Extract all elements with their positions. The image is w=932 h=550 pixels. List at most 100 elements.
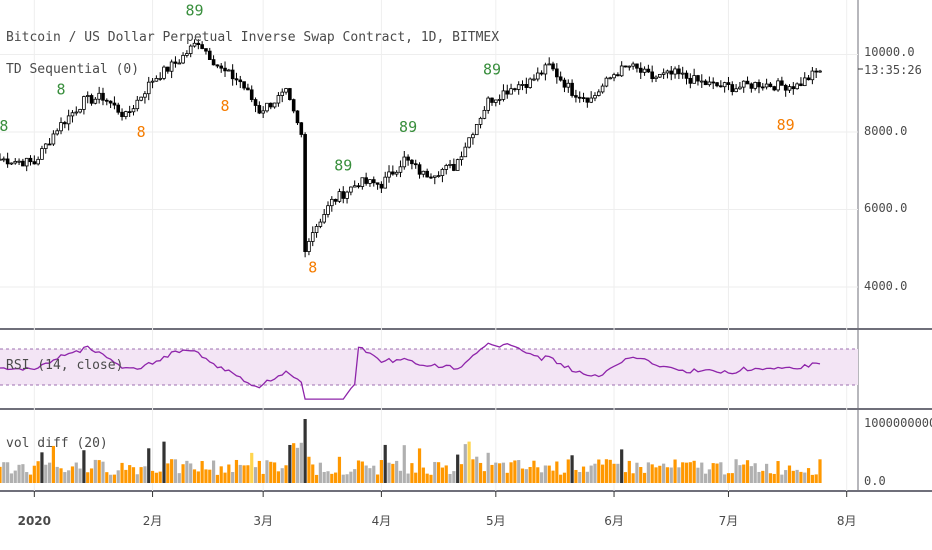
volume-bar xyxy=(36,461,40,483)
candle-body xyxy=(429,176,433,179)
candle-body xyxy=(318,221,323,227)
candle-body xyxy=(158,77,162,80)
volume-bar xyxy=(726,473,731,483)
candle-body xyxy=(59,122,63,132)
candle-body xyxy=(154,78,159,82)
candle-body xyxy=(2,158,6,161)
volume-bar xyxy=(414,472,418,483)
td-label: 89 xyxy=(777,116,795,134)
volume-bar xyxy=(356,460,361,483)
volume-bar xyxy=(128,465,132,483)
volume-bar xyxy=(444,465,448,483)
candle-body xyxy=(242,81,246,89)
rsi-band xyxy=(0,348,858,386)
volume-axis[interactable]: 10000000000.0 0.0 xyxy=(864,416,932,488)
candle-body xyxy=(112,102,117,106)
volume-bar xyxy=(154,472,158,483)
volume-bar xyxy=(810,474,814,483)
candle-body xyxy=(51,133,56,145)
candle-body xyxy=(494,99,498,103)
candle-body xyxy=(32,161,37,165)
date-axis[interactable]: 2020 2月 3月 4月 5月 6月 7月 8月 xyxy=(18,491,857,528)
vol-indicator-label[interactable]: vol diff (20) xyxy=(6,436,108,451)
volume-bar xyxy=(761,470,765,483)
volume-bar xyxy=(353,469,357,483)
candle-body xyxy=(70,112,75,117)
candle-body xyxy=(730,84,735,93)
volume-bar xyxy=(650,464,654,483)
volume-bar xyxy=(528,466,532,483)
volume-bar xyxy=(803,472,807,483)
candle-body xyxy=(352,185,357,188)
volume-bar xyxy=(795,469,799,483)
candle-body xyxy=(9,162,14,165)
candle-body xyxy=(146,81,151,95)
candle-body xyxy=(326,205,330,215)
candle-body xyxy=(135,99,140,110)
candle-body xyxy=(760,86,765,89)
candle-body xyxy=(787,86,792,91)
volume-bar xyxy=(105,472,109,483)
volume-bar xyxy=(158,471,162,483)
volume-bar xyxy=(799,471,803,483)
volume-bar xyxy=(768,473,773,483)
td-label: 8 xyxy=(0,117,8,135)
price-tick-4000: 4000.0 xyxy=(864,279,907,293)
volume-bar xyxy=(772,473,776,483)
candle-body xyxy=(192,42,197,47)
candle-body xyxy=(253,99,258,106)
rsi-indicator-label[interactable]: RSI (14, close) xyxy=(6,358,124,373)
candle-body xyxy=(654,76,658,79)
volume-bar xyxy=(539,472,544,483)
volume-bar xyxy=(681,462,685,483)
volume-bar xyxy=(55,466,59,483)
grid-lines xyxy=(0,0,858,491)
volume-bar xyxy=(391,463,395,483)
candle-body xyxy=(635,63,639,69)
td-indicator-label[interactable]: TD Sequential (0) xyxy=(6,62,140,77)
candle-body xyxy=(356,185,361,188)
candle-body xyxy=(211,59,216,66)
volume-bar xyxy=(372,465,376,483)
volume-bar xyxy=(555,461,559,483)
candle-body xyxy=(394,171,399,175)
candle-body xyxy=(257,105,262,114)
volume-bar xyxy=(456,454,460,483)
price-candles xyxy=(0,39,822,258)
volume-bar xyxy=(70,466,75,483)
date-tick-label: 6月 xyxy=(604,514,624,528)
candle-body xyxy=(612,74,616,79)
volume-bar xyxy=(745,460,750,483)
volume-bar xyxy=(181,464,185,483)
volume-bar xyxy=(711,463,715,483)
candle-body xyxy=(360,177,365,187)
volume-bar xyxy=(578,472,582,483)
volume-bar xyxy=(40,452,44,483)
volume-bar xyxy=(17,464,21,483)
volume-bar xyxy=(738,465,742,483)
candle-body xyxy=(562,79,567,88)
candle-body xyxy=(696,75,700,82)
candle-body xyxy=(150,80,155,83)
volume-bar xyxy=(490,464,494,483)
candle-body xyxy=(726,82,731,85)
volume-bar xyxy=(513,460,517,483)
volume-bar xyxy=(334,472,338,483)
date-tick-label: 8月 xyxy=(837,514,857,528)
candle-body xyxy=(200,44,204,49)
candle-body xyxy=(528,78,532,88)
volume-bar xyxy=(299,442,303,483)
candle-body xyxy=(616,74,620,77)
candle-body xyxy=(799,83,803,87)
candle-body xyxy=(55,130,60,135)
candle-body xyxy=(558,76,563,81)
candle-body xyxy=(780,80,784,86)
volume-bar xyxy=(74,462,78,483)
candle-body xyxy=(574,95,578,98)
price-axis[interactable]: 10000.0 8000.0 6000.0 4000.0 13:35:26 xyxy=(858,45,922,293)
candle-body xyxy=(440,169,445,176)
volume-bar xyxy=(589,465,593,483)
candle-body xyxy=(776,80,780,91)
candle-body xyxy=(509,88,513,95)
